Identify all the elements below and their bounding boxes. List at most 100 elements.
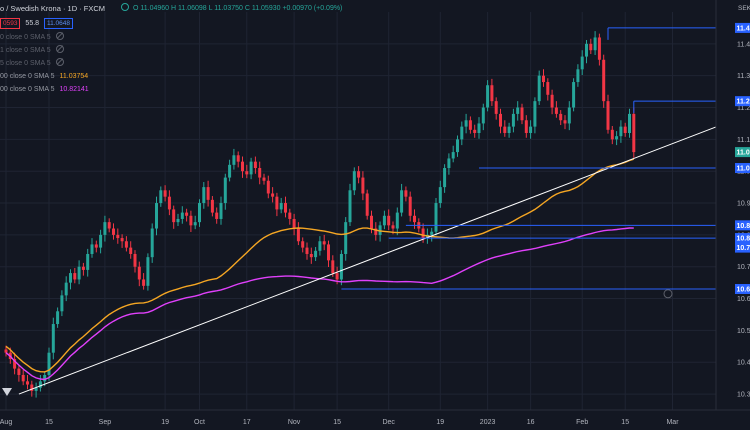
price-label-box [735,233,750,244]
candle-body [142,279,146,286]
candle-body [357,171,361,178]
indicator-row[interactable]: 0 close 0 SMA 5 [0,31,64,44]
sma-orange-line [5,158,635,373]
candle-body [202,187,206,204]
hidden-eye-icon[interactable] [55,32,64,40]
sell-button[interactable]: 0593 [0,18,21,29]
y-tick-label: 11.1 [737,137,750,144]
candle-body [567,107,571,124]
ohlc-readout: O 11.04960 H 11.06098 L 11.03750 C 11.05… [121,2,342,15]
candle-body [451,152,455,159]
candle-body [593,37,597,51]
candle-body [421,228,425,239]
spread-value: 55.8 [25,20,40,27]
candle-body [572,82,576,108]
candle-body [623,126,627,133]
candle-body [339,253,343,280]
candle-body [374,228,378,235]
candle-body [150,228,154,258]
x-tick-label: 19 [436,419,444,426]
candle-body [107,222,111,229]
indicator-value: 11.03754 [59,73,89,80]
candle-body [365,193,369,216]
y-tick-label: 11.2 [737,105,750,112]
x-tick-label: Feb [576,419,588,426]
candle-body [124,241,128,248]
candle-body [408,196,412,216]
candle-body [430,231,434,235]
indicator-row[interactable]: 1 close 0 SMA 5 [0,44,64,57]
price-axis [716,0,750,430]
candle-body [116,234,120,239]
candle-body [189,215,193,226]
indicator-row[interactable]: 00 close 0 SMA 5 10.82141 [0,83,89,96]
symbol-title-row: o / Swedish Krona · 1D · FXCM [0,2,105,16]
candle-body [443,168,447,188]
candle-body [494,101,498,114]
candle-body [318,241,322,251]
candle-body [288,212,292,219]
candle-body [477,123,481,133]
indicator-row[interactable]: 00 close 0 SMA 5 11.03754 [0,70,88,83]
candle-body [352,171,356,191]
candle-body [378,225,382,235]
candle-body [56,311,60,325]
candle-body [589,43,593,51]
candle-body [155,203,158,229]
candle-body [198,203,201,223]
candle-body [619,126,623,137]
candle-body [69,273,72,283]
candle-body [133,253,137,267]
candle-body [331,260,335,274]
x-tick-label: 15 [333,419,341,426]
candle-body [610,129,614,140]
price-label: 11.0 [737,166,750,173]
indicator-row[interactable]: 5 close 0 SMA 5 [0,57,64,70]
hidden-eye-icon[interactable] [55,45,64,53]
x-tick-label: 16 [527,419,535,426]
candle-body [34,387,38,391]
candle-body [597,37,601,60]
candle-body [576,69,580,83]
candle-body [499,113,502,127]
x-tick-label: 15 [45,419,53,426]
candle-body [456,139,459,153]
candle-body [511,113,515,127]
candle-body [542,75,545,83]
candle-body [434,203,438,232]
tradingview-logo-icon [2,388,12,396]
ohlc-values: O 11.04960 H 11.06098 L 11.03750 C 11.05… [133,5,343,12]
price-label-box [735,242,750,253]
x-tick-label: 19 [161,419,169,426]
hidden-eye-icon[interactable] [55,58,64,66]
candle-body [137,266,141,280]
candle-body [77,266,81,280]
candle-body [215,212,219,219]
price-label: 10.8 [737,223,750,230]
candle-body [38,381,42,388]
y-tick-label: 10.3 [737,392,750,399]
price-label: 11.4 [737,25,750,32]
candle-body [172,209,176,223]
candle-body [206,187,210,200]
candle-body [628,113,631,133]
candle-body [559,113,563,121]
candle-body [223,177,227,204]
candle-body [391,225,395,229]
x-tick-label: Oct [194,419,205,426]
candle-body [524,120,528,133]
candle-body [60,295,64,312]
currency-label: SEK [738,5,750,12]
candle-body [296,228,300,242]
candle-body [490,85,494,102]
candle-body [159,190,163,204]
buy-button[interactable]: 11.0648 [44,18,74,29]
price-label-box [735,147,750,158]
candle-body [210,199,214,213]
candle-body [516,107,520,114]
y-tick-label: 11.4 [737,41,750,48]
y-tick-label: 10.4 [737,360,750,367]
price-label-box [735,163,750,174]
candle-body [507,126,511,133]
